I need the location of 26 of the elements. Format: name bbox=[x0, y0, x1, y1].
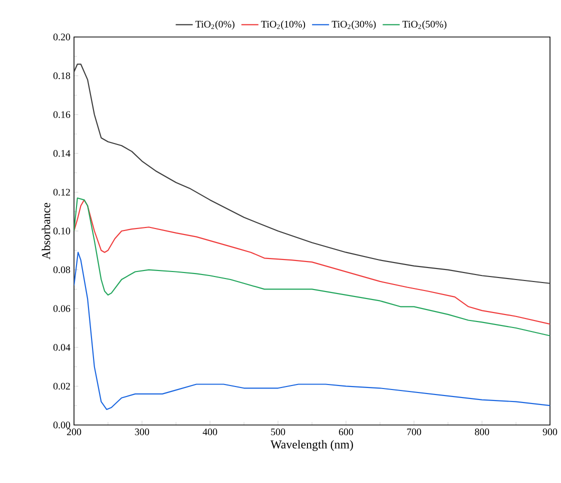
x-tick-label: 800 bbox=[474, 428, 490, 436]
legend-label: TiO$_{2}$(0%) bbox=[195, 20, 234, 30]
y-tick-label: 0.12 bbox=[53, 188, 70, 196]
x-tick-label: 900 bbox=[542, 428, 558, 436]
x-tick-label: 500 bbox=[271, 428, 286, 436]
y-tick-label: 0.14 bbox=[53, 150, 70, 157]
x-axis-title: Wavelength (nm) bbox=[270, 440, 353, 451]
y-tick-label: 0.18 bbox=[53, 72, 70, 80]
legend-label: TiO$_{2}$(10%) bbox=[261, 20, 306, 30]
y-tick-label: 0.20 bbox=[53, 34, 70, 40]
y-tick-label: 0.16 bbox=[53, 111, 70, 118]
line-series bbox=[74, 64, 550, 284]
x-tick-label: 400 bbox=[202, 428, 218, 436]
y-tick-label: 0.00 bbox=[53, 422, 70, 428]
legend-label: TiO$_{2}$(30%) bbox=[332, 20, 376, 30]
x-tick-label: 300 bbox=[135, 428, 150, 436]
x-tick-label: 700 bbox=[407, 428, 422, 436]
legend-label: TiO$_{2}$(50%) bbox=[402, 20, 446, 30]
y-tick-label: 0.10 bbox=[53, 228, 70, 234]
x-tick-label: 200 bbox=[66, 428, 82, 436]
x-tick-label: 600 bbox=[338, 428, 354, 436]
y-axis-title: Absorbance bbox=[42, 202, 50, 260]
y-tick-label: 0.08 bbox=[53, 266, 70, 274]
y-tick-label: 0.04 bbox=[53, 344, 70, 351]
y-tick-label: 0.02 bbox=[53, 382, 70, 390]
y-tick-label: 0.06 bbox=[53, 305, 70, 312]
